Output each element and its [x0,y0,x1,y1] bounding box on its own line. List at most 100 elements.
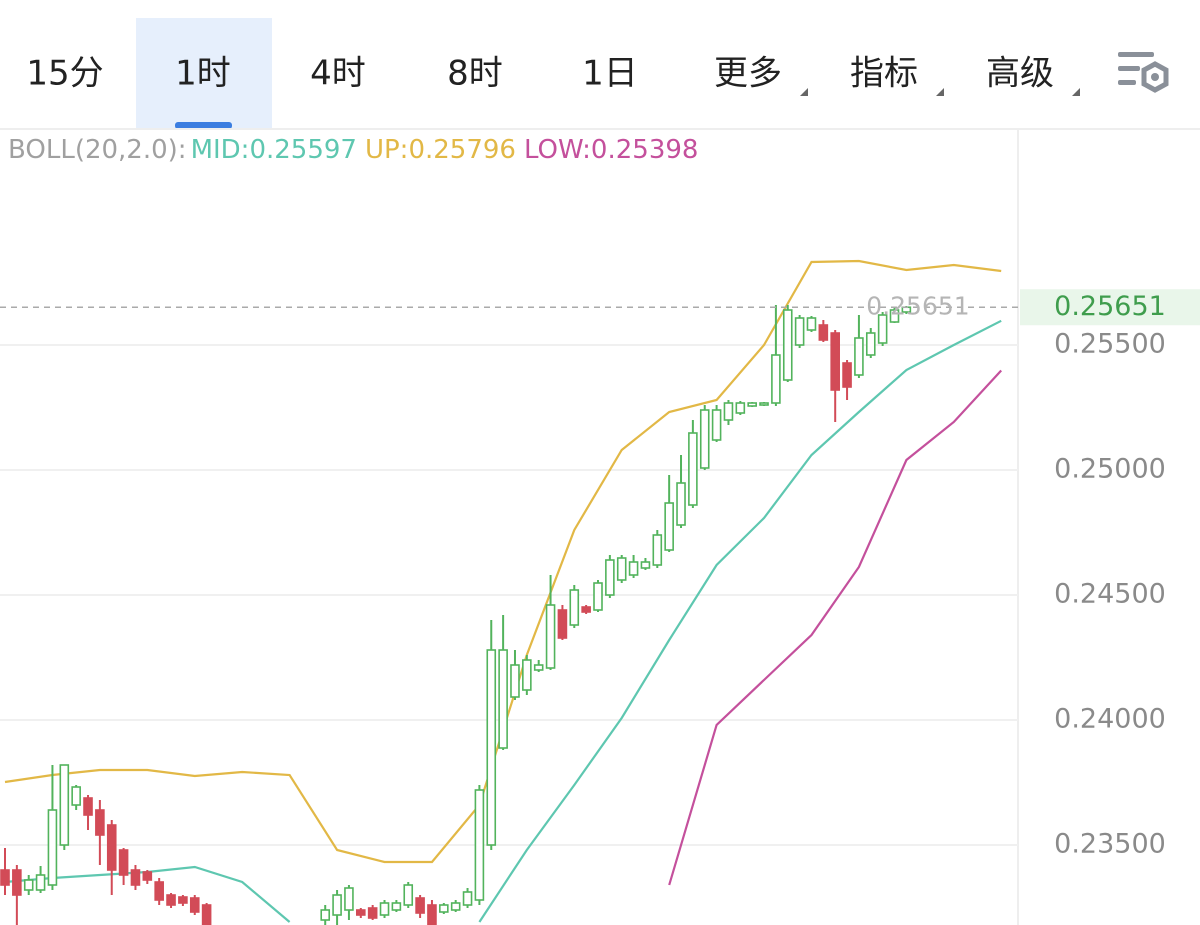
candle-body [201,904,212,925]
candle-body [0,869,10,886]
candle-body [854,337,864,376]
candle-body [427,904,437,925]
settings-icon[interactable] [1118,52,1169,93]
candle-body [391,902,402,911]
candle-body [522,659,532,691]
candle-body [782,309,793,381]
candle-body [794,317,805,346]
tab[interactable]: 1时 [175,54,231,94]
candle-body [403,884,414,906]
candle-body [462,891,473,906]
candle-body [640,561,651,569]
band-line [668,369,1003,886]
candle-body [830,332,841,391]
candle-body [664,502,674,551]
candle-body [581,606,591,613]
candle-body [154,881,164,901]
candle-body [130,869,141,886]
candle-body [593,582,603,611]
candle-body [771,354,781,404]
legend-entry: LOW:0.25398 [524,135,698,165]
last-price-label: 0.25651 [1054,291,1166,322]
candle-body [118,849,129,876]
candle-body [747,402,757,407]
icon-part [1118,52,1154,57]
overlay: 0.25651 0.25651 [0,289,1200,326]
tab[interactable]: 8时 [447,54,503,94]
candle-body [178,896,188,904]
candle-body [569,589,580,626]
candle-body [367,907,378,919]
candle-body [688,432,698,506]
indicator-legend: BOLL(20,2.0): MID:0.25597 UP:0.25796 LOW:0.… [8,135,698,165]
icon-part [1118,66,1140,71]
y-tick-label: 0.25500 [1054,329,1166,360]
candle-body [379,902,390,916]
candle-body [320,909,331,921]
candle-body [415,897,425,914]
candle-body [842,362,852,388]
candle-body [83,797,93,816]
candle-body [616,557,627,581]
candle-body [628,561,639,576]
legend-entry: MID:0.25597 [191,135,357,165]
indicator-name: BOLL(20,2.0): [8,135,187,165]
candle-body [450,902,461,911]
candle-body [806,317,817,331]
y-tick-label: 0.25000 [1054,454,1166,485]
candle-body [723,402,734,421]
candle-body [735,402,746,414]
candle-body [59,764,70,846]
candle-body [142,871,153,881]
icon-part [1151,73,1159,81]
candle-body [889,309,900,323]
candle-body [818,324,829,341]
candle-body [71,786,81,806]
candle-body [189,897,200,913]
grid: 0.25500 0.25000 0.24500 0.24000 0.23500 [0,329,1166,860]
candle-body [12,869,22,896]
dropdown-caret [1072,88,1080,96]
candle-body [699,409,710,469]
y-tick-label: 0.24000 [1054,704,1166,735]
candle-body [47,809,58,886]
candle-body [35,874,46,891]
last-price-inline: 0.25651 [866,291,969,320]
y-tick-label: 0.23500 [1054,829,1166,860]
candle-body [332,894,342,916]
tab[interactable]: 15分 [26,54,103,94]
candle-body [605,559,615,596]
tab[interactable]: 1日 [582,54,638,94]
tab[interactable]: 指标 [850,54,918,94]
tab[interactable]: 更多 [714,54,782,94]
candle-body [676,482,686,526]
dropdown-caret [800,88,808,96]
candle-body [166,894,176,906]
active-tab-indicator [175,122,232,129]
candles [0,305,912,925]
active-tab-bg [136,18,272,128]
candle-body [498,649,508,749]
candle-body [652,534,663,566]
tab[interactable]: 高级 [986,54,1054,94]
candle-body [23,879,34,891]
last-price-box [1020,289,1200,326]
candle-body [557,609,568,639]
candle-body [510,664,520,698]
y-tick-label: 0.24500 [1054,579,1166,610]
icon-part [1118,80,1136,85]
candle-body [865,332,876,356]
tab-bar: 15分 1时 4时 8时 1日 更多 指标 高级 [26,18,1080,129]
candle-body [486,649,497,846]
legend-entry: UP:0.25796 [365,135,516,165]
candle-body [711,409,722,441]
candle-body [545,604,556,669]
candle-body [106,824,117,871]
candle-body [759,402,769,406]
candle-body [355,909,366,916]
tab[interactable]: 4时 [310,54,366,94]
candle-body [95,809,105,836]
